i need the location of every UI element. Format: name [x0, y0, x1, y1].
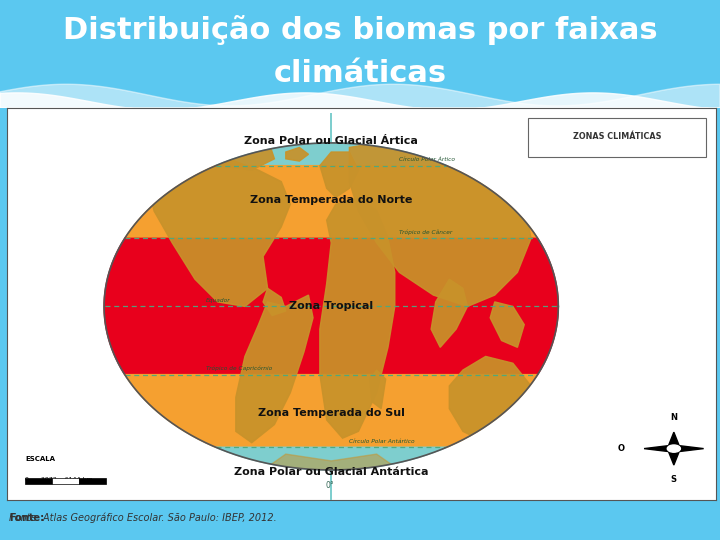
- Text: 0      3072    6144 km: 0 3072 6144 km: [25, 477, 92, 482]
- Polygon shape: [216, 447, 446, 534]
- Text: Trópico de Capricórnio: Trópico de Capricórnio: [207, 366, 273, 371]
- Text: Zona Polar ou Glacial Ártica: Zona Polar ou Glacial Ártica: [244, 136, 418, 146]
- Polygon shape: [263, 288, 286, 315]
- Text: O: O: [617, 444, 624, 453]
- Polygon shape: [540, 415, 554, 443]
- Text: Círculo Polar Antártico: Círculo Polar Antártico: [349, 439, 415, 444]
- Polygon shape: [370, 370, 386, 409]
- Text: N: N: [670, 414, 678, 422]
- Polygon shape: [286, 147, 308, 161]
- Text: 0°: 0°: [325, 481, 334, 490]
- FancyBboxPatch shape: [528, 118, 706, 157]
- Polygon shape: [236, 295, 313, 443]
- Text: ZONAS CLIMÁTICAS: ZONAS CLIMÁTICAS: [573, 132, 662, 141]
- Polygon shape: [349, 143, 531, 306]
- Polygon shape: [263, 454, 400, 484]
- Polygon shape: [320, 198, 395, 438]
- Text: Fonte:: Fonte:: [9, 512, 44, 523]
- Bar: [78, 478, 106, 484]
- Text: Trópico de Câncer: Trópico de Câncer: [400, 230, 453, 235]
- Text: Zona Temperada do Norte: Zona Temperada do Norte: [250, 195, 413, 205]
- Polygon shape: [449, 356, 531, 443]
- Polygon shape: [431, 279, 467, 347]
- Text: climáticas: climáticas: [274, 59, 446, 88]
- Polygon shape: [644, 432, 703, 465]
- Polygon shape: [320, 152, 359, 198]
- Text: Fonte: Atlas Geográfico Escolar. São Paulo: IBEP, 2012.: Fonte: Atlas Geográfico Escolar. São Pau…: [9, 512, 276, 523]
- Polygon shape: [490, 302, 524, 347]
- Circle shape: [667, 445, 680, 452]
- Bar: [52, 478, 78, 484]
- Polygon shape: [145, 147, 290, 306]
- Text: Zona Polar ou Glacial Antártica: Zona Polar ou Glacial Antártica: [234, 467, 428, 477]
- Polygon shape: [125, 166, 538, 238]
- Polygon shape: [216, 79, 446, 166]
- Bar: [25, 478, 52, 484]
- Text: S: S: [671, 475, 677, 484]
- Text: Zona Tropical: Zona Tropical: [289, 301, 373, 312]
- Text: Zona Temperada do Sul: Zona Temperada do Sul: [258, 408, 405, 418]
- Polygon shape: [104, 238, 558, 375]
- Polygon shape: [125, 375, 538, 447]
- Text: Equador: Equador: [207, 298, 231, 303]
- Text: Círculo Polar Ártico: Círculo Polar Ártico: [400, 157, 455, 162]
- Text: Distribuição dos biomas por faixas: Distribuição dos biomas por faixas: [63, 15, 657, 45]
- Text: ESCALA: ESCALA: [25, 456, 55, 462]
- Polygon shape: [217, 134, 274, 170]
